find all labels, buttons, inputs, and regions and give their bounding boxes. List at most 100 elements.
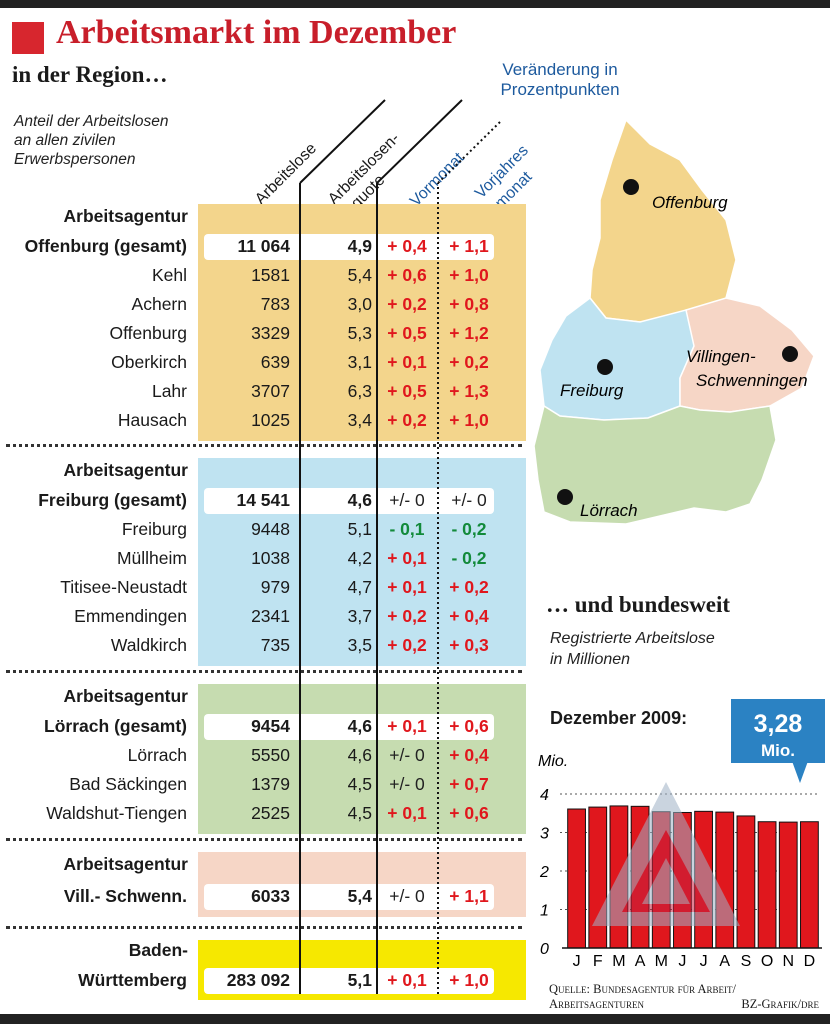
quote-note: Anteil der Arbeitslosen an allen zivilen…: [14, 112, 169, 169]
row-quote: 5,4: [347, 886, 372, 906]
row-quote: 4,6: [347, 716, 372, 736]
table-total-row: Freiburg (gesamt) 14 541 4,6 +/- 0 +/- 0: [0, 486, 500, 515]
divider-arbeitslose-quote-slant: [299, 99, 386, 184]
table-row: Lörrach 5550 4,6 +/- 0 + 0,4: [0, 741, 500, 770]
quote-note-line: Erwerbspersonen: [14, 151, 136, 168]
bar-1: [567, 808, 586, 949]
row-count: 1379: [251, 774, 290, 794]
row-change-month: + 0,2: [387, 606, 427, 626]
row-quote: 3,0: [347, 294, 372, 314]
row-name: Oberkirch: [111, 352, 187, 372]
row-count: 735: [260, 635, 290, 655]
bar-11: [778, 821, 798, 949]
row-name: Kehl: [151, 265, 187, 285]
row-name: Offenburg (gesamt): [24, 236, 187, 256]
row-change-year: + 0,3: [449, 635, 489, 655]
row-name: Waldshut-Tiengen: [46, 803, 187, 823]
bar-2: [588, 806, 608, 949]
change-header-line: Veränderung in: [502, 60, 618, 79]
change-header: Veränderung in Prozentpunkten: [470, 60, 650, 100]
agency-head: Arbeitsagentur: [63, 206, 188, 226]
row-count: 783: [260, 294, 290, 314]
row-change-month: + 0,6: [387, 265, 427, 285]
row-quote: 5,1: [347, 970, 372, 990]
map-city-freiburg: [597, 359, 613, 375]
row-count: 3329: [251, 323, 290, 343]
row-change-month: + 0,2: [387, 635, 427, 655]
row-change-month: + 0,5: [387, 381, 427, 401]
table-row: Oberkirch 639 3,1 + 0,1 + 0,2: [0, 348, 500, 377]
section-divider: [6, 926, 522, 929]
map-city-offenburg: [623, 179, 639, 195]
table-row: Lahr 3707 6,3 + 0,5 + 1,3: [0, 377, 500, 406]
row-change-month: + 0,2: [387, 294, 427, 314]
row-count: 5550: [251, 745, 290, 765]
row-change-year: + 1,0: [449, 265, 489, 285]
row-count: 639: [260, 352, 290, 372]
quote-note-line: an allen zivilen: [14, 132, 116, 149]
credit: BZ-Grafik/dre: [741, 997, 819, 1011]
row-change-month: +/- 0: [389, 774, 425, 794]
row-change-year: - 0,2: [451, 548, 487, 568]
row-count: 9454: [251, 716, 290, 736]
table-row: Hausach 1025 3,4 + 0,2 + 1,0: [0, 406, 500, 435]
y-tick-label: 4: [540, 787, 549, 804]
row-name: Emmendingen: [74, 606, 187, 626]
bar-9: [736, 815, 756, 949]
map-label-loerrach: Lörrach: [580, 501, 638, 520]
callout-label: Dezember 2009:: [550, 708, 688, 728]
row-change-month: + 0,5: [387, 323, 427, 343]
row-change-month: + 0,1: [387, 548, 427, 568]
row-quote: 4,9: [347, 236, 372, 256]
title-marker: [12, 22, 44, 54]
table-row: Müllheim 1038 4,2 + 0,1 - 0,2: [0, 544, 500, 573]
row-change-year: + 0,6: [449, 716, 489, 736]
total-highlight: [204, 234, 494, 260]
row-change-year: + 0,8: [449, 294, 489, 314]
x-tick-label: D: [804, 953, 816, 970]
x-tick-label: A: [635, 953, 646, 970]
row-name: Achern: [131, 294, 187, 314]
bar-8: [715, 811, 735, 949]
agency-head: Arbeitsagentur: [63, 686, 188, 706]
row-count: 3707: [251, 381, 290, 401]
source-line-2: Arbeitsagenturen BZ-Grafik/dre: [549, 997, 819, 1012]
row-quote: 4,2: [347, 548, 372, 568]
x-tick-label: S: [741, 953, 752, 970]
callout-value: 3,28: [754, 710, 803, 738]
top-rule: [0, 0, 830, 8]
total-highlight: [204, 714, 494, 740]
page-title: Arbeitsmarkt im Dezember: [56, 14, 457, 51]
y-tick-label: 0: [540, 941, 549, 958]
row-change-month: - 0,1: [389, 519, 425, 539]
table-row: Titisee-Neustadt 979 4,7 + 0,1 + 0,2: [0, 573, 500, 602]
x-tick-label: M: [655, 953, 668, 970]
table-row: Waldkirch 735 3,5 + 0,2 + 0,3: [0, 631, 500, 660]
row-name: Hausach: [117, 410, 187, 430]
agency-head: Arbeitsagentur: [63, 854, 188, 874]
row-change-month: + 0,2: [387, 410, 427, 430]
row-change-year: + 0,2: [449, 577, 489, 597]
table-row: Kehl 1581 5,4 + 0,6 + 1,0: [0, 261, 500, 290]
x-tick-label: M: [612, 953, 625, 970]
map-label-villingen-2: Schwenningen: [696, 371, 808, 390]
section-divider: [6, 670, 522, 673]
row-name: Lörrach (gesamt): [44, 716, 187, 736]
row-change-month: + 0,1: [387, 352, 427, 372]
row-quote: 5,3: [347, 323, 372, 343]
y-tick-label: 2: [539, 864, 549, 881]
row-quote: 6,3: [347, 381, 372, 401]
agency-head: Baden-: [128, 940, 188, 960]
map-label-offenburg: Offenburg: [652, 193, 728, 212]
agency-head: Arbeitsagentur: [63, 460, 188, 480]
x-tick-label: O: [761, 953, 773, 970]
x-tick-label: A: [719, 953, 730, 970]
row-change-month: +/- 0: [389, 490, 425, 510]
row-count: 14 541: [236, 490, 290, 510]
row-change-month: + 0,1: [387, 577, 427, 597]
x-tick-label: J: [700, 953, 708, 970]
row-count: 6033: [251, 886, 290, 906]
x-tick-label: F: [593, 953, 603, 970]
